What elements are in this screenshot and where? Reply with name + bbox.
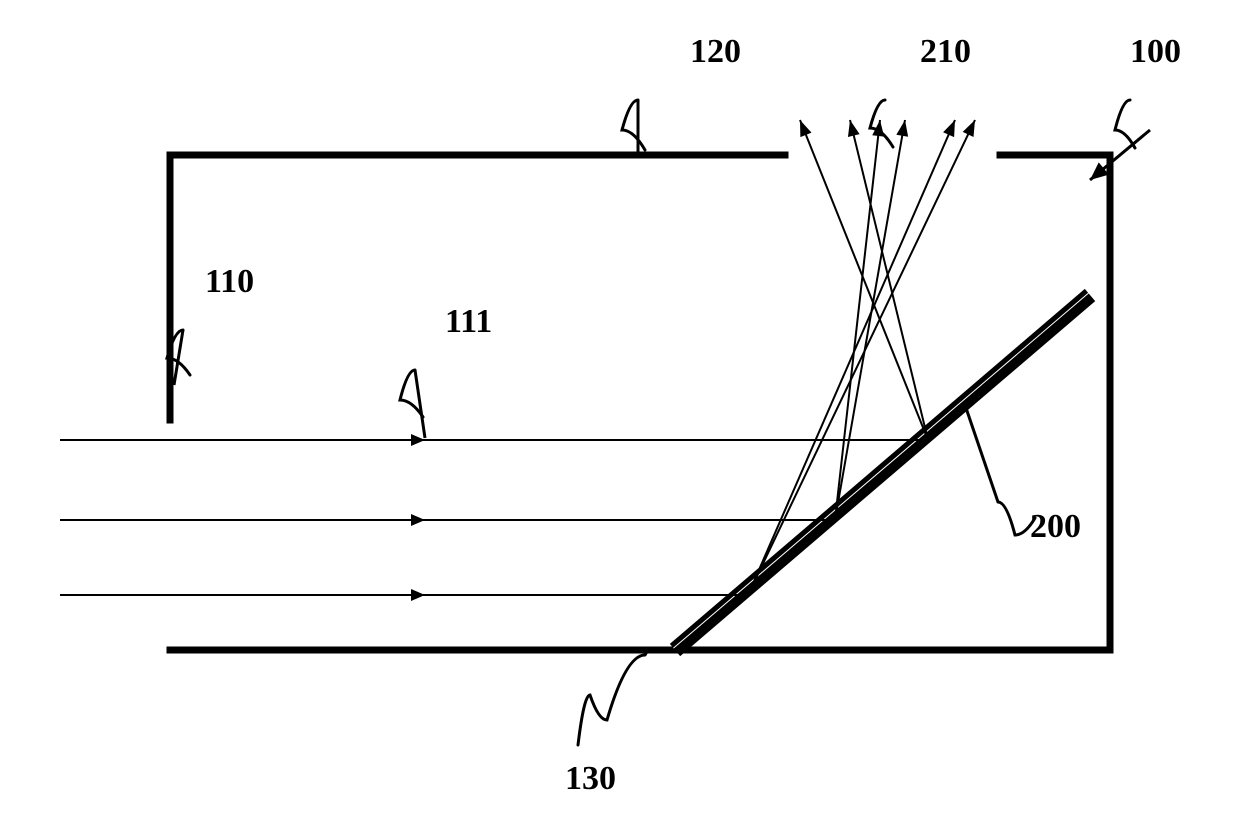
label-130: 130	[565, 762, 616, 796]
diagram-svg	[0, 0, 1240, 822]
label-110: 110	[205, 265, 254, 299]
label-200: 200	[1030, 510, 1081, 544]
label-210: 210	[920, 35, 971, 69]
label-120: 120	[690, 35, 741, 69]
label-100: 100	[1130, 35, 1181, 69]
diagram-canvas: 100 120 210 110 111 200 130	[0, 0, 1240, 822]
label-111: 111	[445, 305, 492, 339]
